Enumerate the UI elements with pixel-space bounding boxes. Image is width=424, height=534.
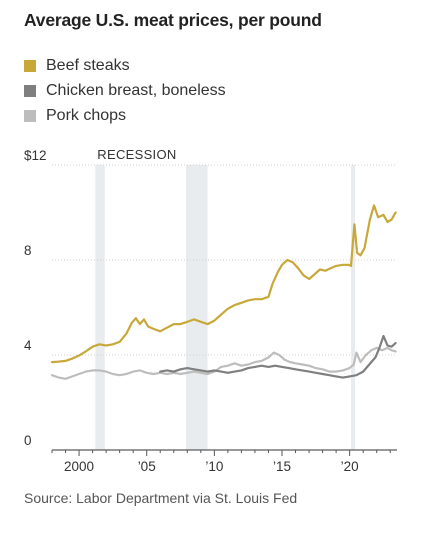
y-tick-label-4: 4 [24,338,32,353]
x-tick-label-2000: 2000 [64,459,94,474]
x-tick-label-2010: ’10 [205,459,223,474]
series-line-pork [50,346,397,380]
legend-item-beef: Beef steaks [24,53,226,78]
chart-legend: Beef steaks Chicken breast, boneless Por… [24,53,226,128]
legend-label-chicken: Chicken breast, boneless [46,81,226,99]
recession-label: RECESSION [97,147,176,162]
recession-band-1 [95,165,105,450]
legend-label-beef: Beef steaks [46,56,130,74]
legend-swatch-chicken [24,84,36,97]
y-tick-label-0: 0 [24,433,32,448]
legend-swatch-beef [24,59,36,72]
y-tick-label-12: $12 [24,148,47,163]
series-line-chicken [159,334,397,379]
chart-title: Average U.S. meat prices, per pound [24,10,322,30]
legend-swatch-pork [24,109,36,122]
x-tick-label-2015: ’15 [273,459,291,474]
y-tick-label-8: 8 [24,243,32,258]
x-tick-label-2020: ’20 [341,459,359,474]
recession-band-2 [185,165,208,450]
legend-label-pork: Pork chops [46,106,127,124]
x-tick-label-2005: ’05 [138,459,156,474]
legend-item-pork: Pork chops [24,103,226,128]
legend-item-chicken: Chicken breast, boneless [24,78,226,103]
source-note: Source: Labor Department via St. Louis F… [24,490,298,506]
series-line-beef [50,204,397,364]
recession-band-3 [351,165,356,450]
